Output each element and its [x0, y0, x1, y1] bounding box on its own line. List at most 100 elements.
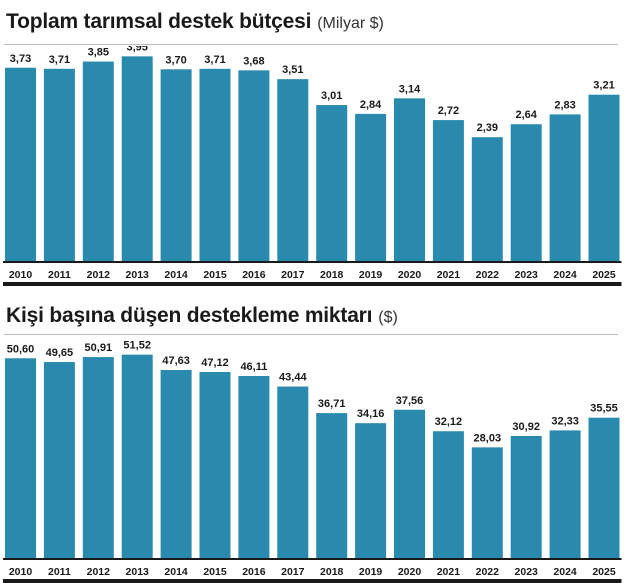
bar-2020 — [394, 98, 425, 261]
bar-2015 — [199, 68, 231, 261]
per-capita-chart-panel: Kişi başına düşen destekleme miktarı ($) … — [0, 294, 624, 583]
value-label-2024: 2,83 — [554, 99, 575, 111]
value-label-2022: 28,03 — [474, 432, 502, 444]
x-tick-2017: 2017 — [281, 269, 305, 281]
budget-chart-unit: (Milyar $) — [317, 15, 384, 32]
x-tick-2012: 2012 — [87, 566, 111, 578]
bar-2014 — [160, 370, 192, 558]
value-label-2018: 3,01 — [321, 90, 342, 102]
x-tick-2022: 2022 — [476, 269, 500, 281]
value-label-2018: 36,71 — [318, 398, 346, 410]
value-label-2022: 2,39 — [477, 122, 498, 134]
x-tick-2011: 2011 — [48, 269, 71, 281]
bar-2010 — [5, 67, 36, 261]
bar-2025 — [588, 417, 620, 558]
value-label-2025: 3,21 — [593, 80, 614, 92]
budget-chart-title: Toplam tarımsal destek bütçesi — [6, 10, 312, 33]
budget-chart-divider — [4, 44, 618, 45]
value-label-2021: 2,72 — [438, 105, 459, 117]
budget-chart-header: Toplam tarımsal destek bütçesi (Milyar $) — [6, 10, 384, 34]
per-capita-chart-divider — [4, 334, 618, 335]
bar-2016 — [238, 70, 270, 261]
value-label-2017: 43,44 — [279, 372, 307, 384]
value-label-2012: 50,91 — [85, 342, 113, 354]
x-tick-2010: 2010 — [9, 269, 33, 281]
budget-chart-panel: Toplam tarımsal destek bütçesi (Milyar $)… — [0, 0, 624, 290]
x-tick-2024: 2024 — [553, 566, 577, 578]
value-label-2014: 3,70 — [165, 54, 186, 66]
bar-2021 — [432, 120, 464, 261]
x-tick-2016: 2016 — [242, 269, 266, 281]
value-label-2023: 2,64 — [515, 109, 537, 121]
x-tick-2018: 2018 — [320, 269, 344, 281]
x-tick-2019: 2019 — [359, 566, 383, 578]
per-capita-chart-unit: ($) — [378, 309, 398, 326]
bar-2013 — [121, 56, 153, 261]
bar-2018 — [316, 105, 348, 261]
x-tick-2012: 2012 — [87, 269, 111, 281]
x-tick-2025: 2025 — [592, 269, 616, 281]
bar-2012 — [82, 61, 114, 261]
x-tick-2020: 2020 — [398, 269, 422, 281]
bar-2021 — [432, 431, 464, 558]
x-tick-2013: 2013 — [126, 566, 150, 578]
bar-2024 — [549, 114, 581, 261]
value-label-2015: 47,12 — [201, 357, 229, 369]
value-label-2011: 49,65 — [46, 347, 74, 359]
value-label-2025: 35,55 — [590, 403, 618, 415]
bar-2012 — [82, 357, 114, 558]
x-tick-2021: 2021 — [437, 269, 461, 281]
bar-2024 — [549, 430, 581, 558]
x-tick-2022: 2022 — [476, 566, 500, 578]
x-tick-2015: 2015 — [203, 269, 227, 281]
x-tick-2024: 2024 — [553, 269, 577, 281]
bar-2022 — [471, 447, 503, 558]
bar-2016 — [238, 376, 270, 558]
x-tick-2023: 2023 — [515, 269, 539, 281]
x-tick-2011: 2011 — [48, 566, 71, 578]
x-tick-2021: 2021 — [437, 566, 461, 578]
value-label-2017: 3,51 — [282, 64, 303, 76]
value-label-2019: 2,84 — [360, 99, 382, 111]
per-capita-chart-title: Kişi başına düşen destekleme miktarı — [6, 304, 373, 327]
x-tick-2020: 2020 — [398, 566, 422, 578]
value-label-2015: 3,71 — [204, 54, 225, 66]
bar-2017 — [277, 79, 309, 261]
value-label-2024: 32,33 — [551, 415, 579, 427]
value-label-2020: 3,14 — [399, 83, 421, 95]
value-label-2021: 32,12 — [435, 416, 463, 428]
value-label-2011: 3,71 — [49, 54, 70, 66]
value-label-2023: 30,92 — [512, 421, 540, 433]
value-label-2013: 51,52 — [123, 340, 151, 352]
value-label-2010: 50,60 — [7, 343, 35, 355]
x-tick-2023: 2023 — [515, 566, 539, 578]
budget-bar-chart: 3,73 2010 3,71 2011 3,85 2012 3,95 2013 3,70 2014… — [3, 46, 622, 286]
value-label-2019: 34,16 — [357, 408, 385, 420]
value-label-2016: 3,68 — [243, 55, 264, 67]
per-capita-bar-chart: 50,60 2010 49,65 2011 50,91 2012 51,52 2013 47,6… — [3, 340, 622, 583]
bar-2023 — [510, 435, 542, 558]
bar-2013 — [121, 354, 153, 558]
x-tick-2025: 2025 — [592, 566, 616, 578]
bar-2019 — [355, 113, 387, 262]
bar-2025 — [588, 94, 620, 261]
x-tick-2014: 2014 — [164, 566, 188, 578]
value-label-2020: 37,56 — [396, 395, 424, 407]
bar-2010 — [5, 358, 36, 558]
per-capita-chart-header: Kişi başına düşen destekleme miktarı ($) — [6, 304, 398, 328]
bar-2014 — [160, 69, 192, 261]
x-tick-2019: 2019 — [359, 269, 383, 281]
x-tick-2013: 2013 — [126, 269, 150, 281]
value-label-2010: 3,73 — [10, 53, 31, 65]
value-label-2014: 47,63 — [162, 355, 190, 367]
value-label-2012: 3,85 — [88, 47, 109, 59]
x-tick-2016: 2016 — [242, 566, 266, 578]
bar-2023 — [510, 124, 542, 261]
bar-2011 — [43, 68, 75, 261]
x-tick-2018: 2018 — [320, 566, 344, 578]
value-label-2013: 3,95 — [126, 46, 147, 53]
bar-2017 — [277, 386, 309, 558]
bar-2015 — [199, 372, 231, 558]
x-tick-2015: 2015 — [203, 566, 227, 578]
bar-2019 — [355, 423, 387, 558]
